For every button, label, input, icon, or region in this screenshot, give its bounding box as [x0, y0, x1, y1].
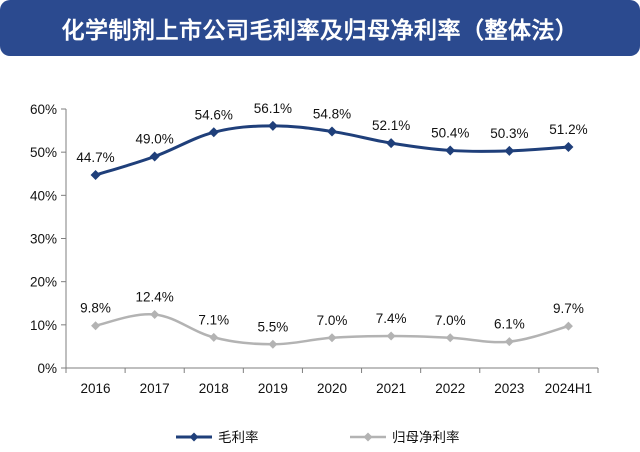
x-tick-label: 2024H1 — [545, 381, 592, 396]
y-tick-label: 10% — [30, 318, 57, 333]
x-tick-label: 2022 — [435, 381, 465, 396]
gross-margin-data-label: 56.1% — [254, 101, 292, 116]
x-tick-label: 2023 — [494, 381, 524, 396]
gross-margin-data-label: 54.8% — [313, 106, 351, 121]
gross-margin-data-label: 51.2% — [549, 122, 587, 137]
x-tick-label: 2017 — [140, 381, 170, 396]
gross-margin-point — [504, 145, 515, 156]
gross-margin-data-label: 52.1% — [372, 118, 410, 133]
net-margin-point — [91, 321, 101, 331]
x-tick-label: 2019 — [258, 381, 288, 396]
chart-title: 化学制剂上市公司毛利率及归母净利率（整体法） — [61, 18, 579, 44]
net-margin-data-label: 7.0% — [317, 313, 348, 328]
net-margin-data-label: 5.5% — [257, 319, 288, 334]
net-margin-data-label: 9.7% — [553, 301, 584, 316]
net-margin-data-label: 6.1% — [494, 317, 525, 332]
gross-margin-data-label: 50.4% — [431, 125, 469, 140]
x-tick-label: 2018 — [199, 381, 229, 396]
gross-margin-point — [208, 127, 219, 138]
gross-margin-data-label: 50.3% — [490, 126, 528, 141]
net-margin-point — [150, 309, 160, 319]
gross-margin-point — [327, 126, 337, 137]
net-margin-point — [504, 337, 514, 347]
title-banner: 化学制剂上市公司毛利率及归母净利率（整体法） — [0, 0, 640, 56]
x-tick-label: 2021 — [376, 381, 406, 396]
legend-label-net-margin: 归母净利率 — [392, 429, 460, 446]
net-margin-data-label: 9.8% — [80, 301, 111, 316]
net-margin-data-label: 7.4% — [376, 311, 407, 326]
y-tick-label: 20% — [30, 275, 57, 290]
gross-margin-data-label: 44.7% — [76, 150, 114, 165]
gross-margin-data-label: 49.0% — [136, 131, 174, 146]
y-tick-label: 60% — [30, 102, 57, 117]
legend: 毛利率 归母净利率 — [176, 429, 460, 446]
y-tick-label: 50% — [30, 145, 57, 160]
y-tick-label: 30% — [30, 232, 57, 247]
net-margin-point — [563, 321, 573, 331]
legend-marker-gross-margin — [189, 432, 199, 442]
gross-margin-data-label: 54.6% — [195, 107, 233, 122]
series-layer — [90, 120, 574, 349]
gross-margin-point — [445, 145, 456, 156]
net-margin-data-label: 12.4% — [136, 289, 174, 304]
legend-label-gross-margin: 毛利率 — [218, 429, 259, 446]
net-margin-point — [327, 333, 337, 343]
axes: 0% 10% 20% 30% 40% 50% 60% 2016 2017 2018 2019 2020… — [30, 102, 599, 396]
net-margin-point — [445, 333, 455, 343]
y-tick-label: 0% — [37, 361, 57, 376]
net-margin-point — [209, 332, 219, 342]
data-labels: 44.7% 49.0% 54.6% 56.1% 54.8% 52.1% 50.4% 50.3%… — [76, 101, 587, 334]
gross-margin-point — [386, 138, 397, 149]
y-tick-label: 40% — [30, 188, 57, 203]
x-tick-label: 2016 — [81, 381, 111, 396]
net-margin-point — [268, 339, 278, 349]
gross-margin-point — [267, 120, 278, 131]
legend-marker-net-margin — [363, 432, 373, 442]
net-margin-point — [386, 331, 396, 341]
x-tick-label: 2020 — [317, 381, 347, 396]
net-margin-data-label: 7.0% — [435, 313, 466, 328]
gross-margin-point — [563, 141, 574, 152]
gross-margin-point — [90, 170, 101, 181]
gross-margin-point — [149, 151, 160, 162]
net-margin-data-label: 7.1% — [198, 312, 229, 327]
